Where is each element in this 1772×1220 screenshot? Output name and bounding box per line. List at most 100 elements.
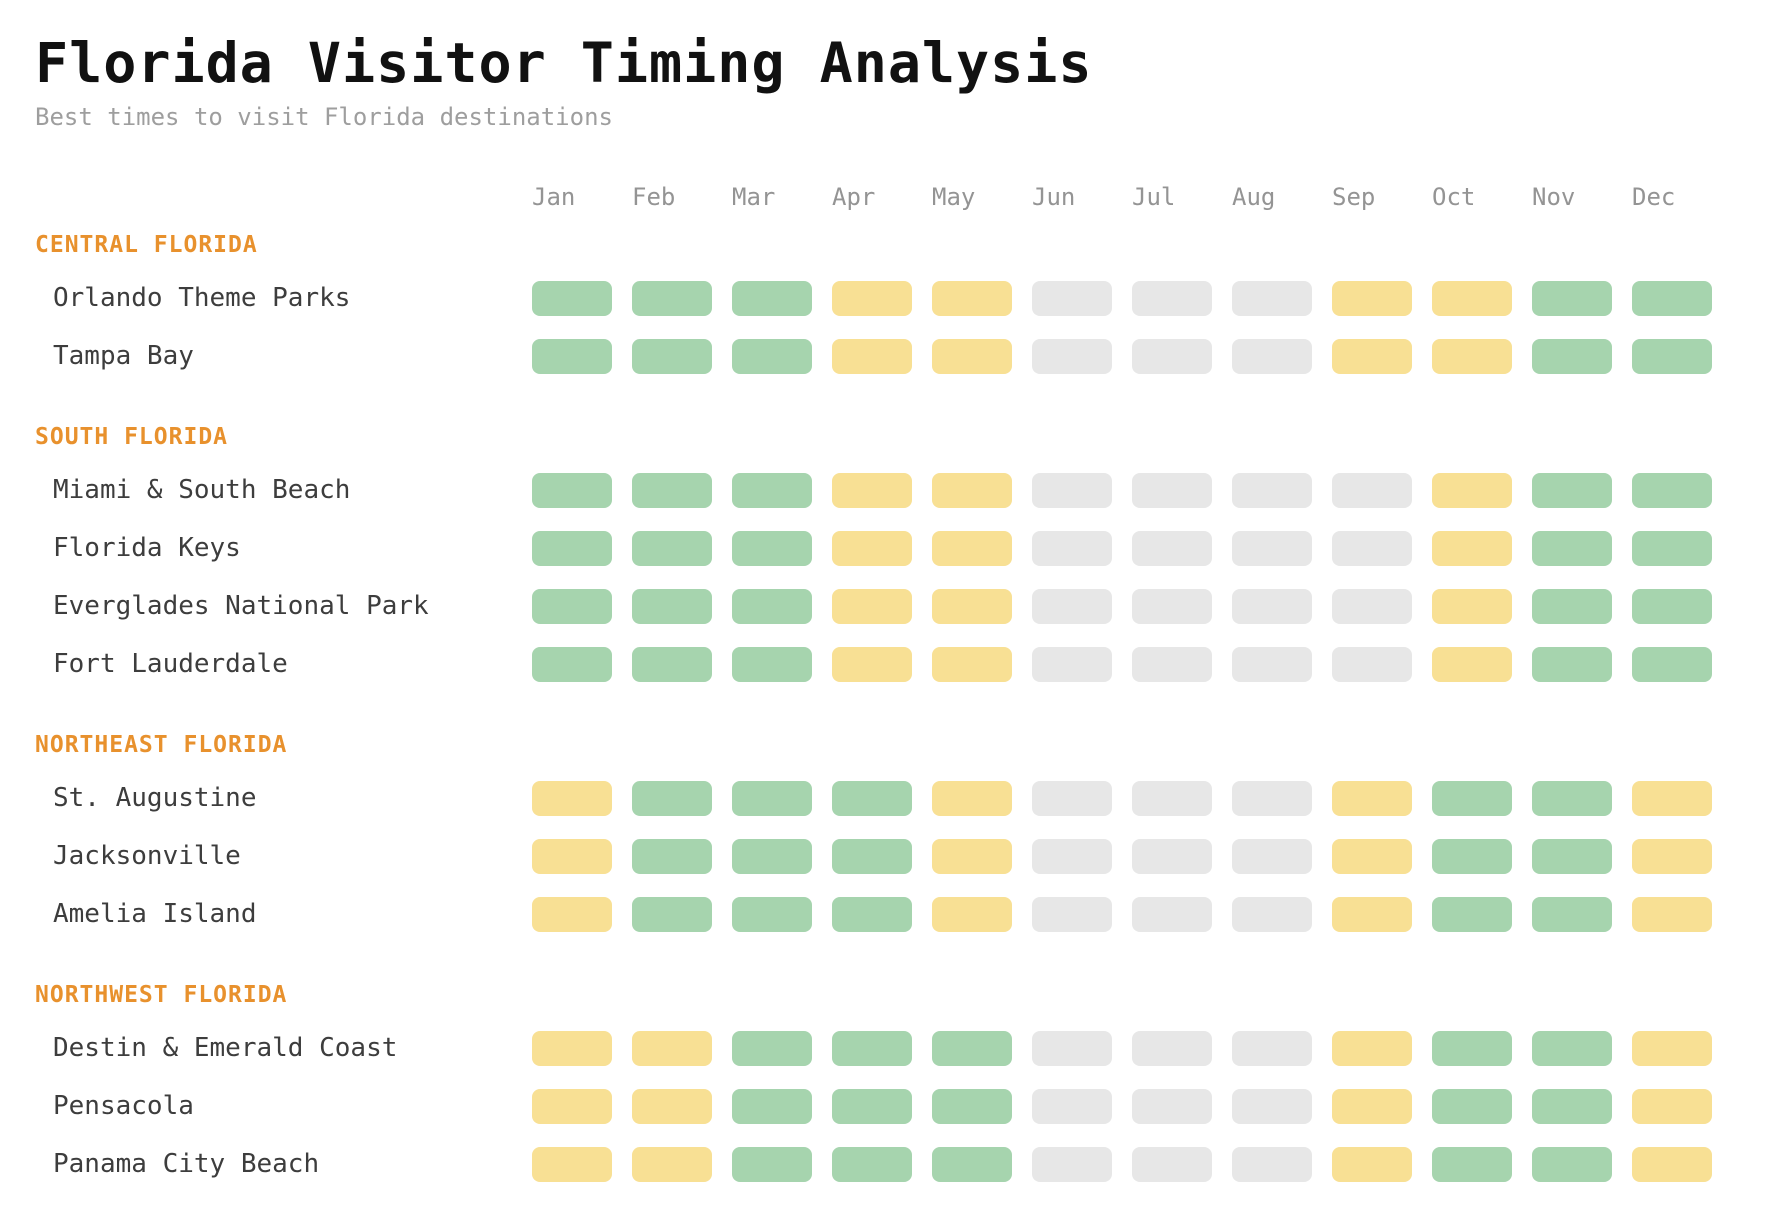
- month-cell-apr: [832, 588, 912, 624]
- month-cell-jun: [1032, 472, 1112, 508]
- month-cell-oct: [1432, 1030, 1512, 1066]
- month-cells: [532, 338, 1732, 374]
- month-cell-may: [932, 1146, 1012, 1182]
- month-cell-nov: [1532, 280, 1612, 316]
- month-cell-nov: [1532, 1146, 1612, 1182]
- month-cell-oct: [1432, 338, 1512, 374]
- month-cell-oct: [1432, 1146, 1512, 1182]
- month-cell-sep: [1332, 280, 1412, 316]
- month-header-aug: Aug: [1232, 183, 1276, 211]
- month-cell-jul: [1132, 646, 1212, 682]
- month-cell-oct: [1432, 646, 1512, 682]
- destination-row: Miami & South Beach: [35, 461, 1772, 519]
- month-cell-mar: [732, 530, 812, 566]
- month-header-oct: Oct: [1432, 183, 1476, 211]
- month-cell-jan: [532, 838, 612, 874]
- month-cell-apr: [832, 280, 912, 316]
- month-cell-feb: [632, 588, 712, 624]
- month-cell-may: [932, 472, 1012, 508]
- month-cell-aug: [1232, 588, 1312, 624]
- month-cell-jun: [1032, 1146, 1112, 1182]
- month-cell-aug: [1232, 646, 1312, 682]
- destination-row: St. Augustine: [35, 769, 1772, 827]
- month-cell-dec: [1632, 280, 1712, 316]
- month-cells: [532, 646, 1732, 682]
- month-cells: [532, 1030, 1732, 1066]
- month-cell-jul: [1132, 896, 1212, 932]
- month-cell-apr: [832, 780, 912, 816]
- region-group: NORTHWEST FLORIDA Destin & Emerald Coast P…: [35, 981, 1772, 1193]
- month-cell-mar: [732, 472, 812, 508]
- month-cell-feb: [632, 530, 712, 566]
- month-cell-may: [932, 780, 1012, 816]
- month-cell-jan: [532, 646, 612, 682]
- month-cell-dec: [1632, 588, 1712, 624]
- month-cell-jan: [532, 1146, 612, 1182]
- month-cell-may: [932, 530, 1012, 566]
- month-cell-apr: [832, 1088, 912, 1124]
- month-cells: [532, 838, 1732, 874]
- month-cell-apr: [832, 338, 912, 374]
- region-header: SOUTH FLORIDA: [35, 424, 229, 450]
- month-cell-jun: [1032, 588, 1112, 624]
- destination-label: Pensacola: [53, 1091, 194, 1121]
- month-cell-jun: [1032, 780, 1112, 816]
- month-cell-jun: [1032, 530, 1112, 566]
- month-cell-dec: [1632, 780, 1712, 816]
- month-header-jun: Jun: [1032, 183, 1076, 211]
- month-cell-aug: [1232, 472, 1312, 508]
- month-cell-dec: [1632, 530, 1712, 566]
- destination-row: Orlando Theme Parks: [35, 269, 1772, 327]
- month-cell-mar: [732, 588, 812, 624]
- month-cell-sep: [1332, 530, 1412, 566]
- month-header-row: Jan Feb Mar Apr May Jun Jul Aug Sep Oct Nov Dec: [35, 182, 1772, 212]
- month-cell-dec: [1632, 646, 1712, 682]
- month-header-nov: Nov: [1532, 183, 1576, 211]
- month-cells: [532, 780, 1732, 816]
- month-cell-aug: [1232, 1088, 1312, 1124]
- month-cell-jun: [1032, 838, 1112, 874]
- month-cell-mar: [732, 338, 812, 374]
- month-cell-apr: [832, 838, 912, 874]
- month-cell-mar: [732, 1088, 812, 1124]
- month-cell-oct: [1432, 588, 1512, 624]
- month-cell-dec: [1632, 338, 1712, 374]
- month-cell-feb: [632, 838, 712, 874]
- month-cell-feb: [632, 896, 712, 932]
- month-cell-jan: [532, 338, 612, 374]
- month-cell-sep: [1332, 472, 1412, 508]
- month-cell-aug: [1232, 780, 1312, 816]
- month-cell-jul: [1132, 338, 1212, 374]
- destination-label: St. Augustine: [53, 783, 257, 813]
- month-cell-sep: [1332, 1088, 1412, 1124]
- month-cell-nov: [1532, 530, 1612, 566]
- month-cell-jul: [1132, 780, 1212, 816]
- destination-label: Everglades National Park: [53, 591, 429, 621]
- month-cell-aug: [1232, 1030, 1312, 1066]
- month-cell-jul: [1132, 280, 1212, 316]
- month-cell-sep: [1332, 646, 1412, 682]
- month-header-spacer: [35, 182, 532, 212]
- month-cell-jan: [532, 280, 612, 316]
- month-cell-nov: [1532, 838, 1612, 874]
- month-cell-jan: [532, 780, 612, 816]
- month-cell-jun: [1032, 338, 1112, 374]
- month-cell-jul: [1132, 1088, 1212, 1124]
- page-subtitle: Best times to visit Florida destinations: [35, 103, 613, 131]
- month-cell-feb: [632, 1088, 712, 1124]
- month-cell-jul: [1132, 472, 1212, 508]
- month-header-dec: Dec: [1632, 183, 1676, 211]
- month-cell-sep: [1332, 338, 1412, 374]
- month-cell-may: [932, 896, 1012, 932]
- region-header: NORTHWEST FLORIDA: [35, 982, 288, 1008]
- month-cell-aug: [1232, 338, 1312, 374]
- month-cell-mar: [732, 1146, 812, 1182]
- month-cells: [532, 280, 1732, 316]
- month-cell-oct: [1432, 896, 1512, 932]
- destination-row: Fort Lauderdale: [35, 635, 1772, 693]
- month-header-sep: Sep: [1332, 183, 1376, 211]
- region-header: NORTHEAST FLORIDA: [35, 732, 288, 758]
- month-cell-aug: [1232, 530, 1312, 566]
- region-header: CENTRAL FLORIDA: [35, 232, 258, 258]
- month-cell-feb: [632, 646, 712, 682]
